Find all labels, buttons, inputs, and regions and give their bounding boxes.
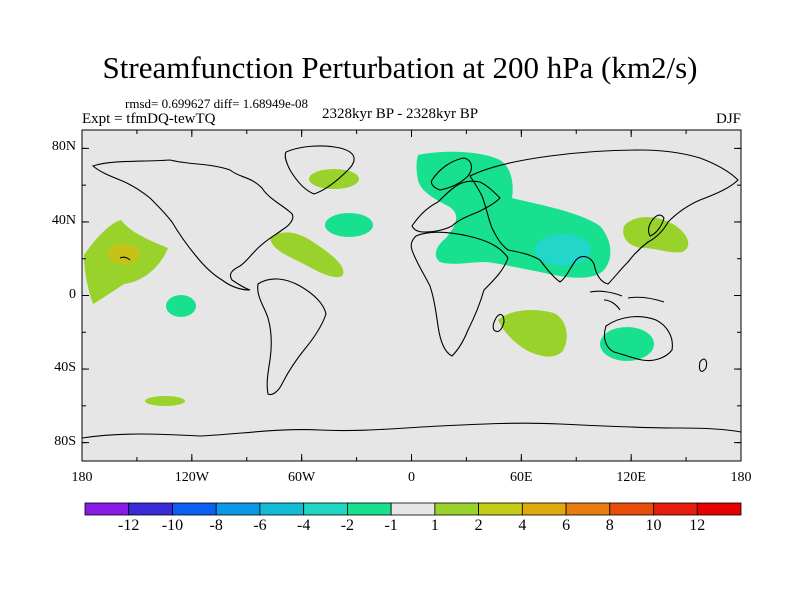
- colorbar-label: -1: [384, 517, 398, 534]
- colorbar-swatch: [259, 502, 305, 516]
- colorbar-swatch: [653, 502, 698, 516]
- region-south-asia-core: [535, 234, 591, 266]
- colorbar-label: -4: [296, 517, 311, 534]
- lat-tick-label: 40N: [51, 212, 76, 228]
- colorbar-swatch: [478, 502, 523, 516]
- lat-tick-label: 80S: [54, 433, 76, 449]
- region-west-atlantic-high: [270, 232, 344, 278]
- period-label: 2328kyr BP - 2328kyr BP: [322, 106, 479, 122]
- lon-tick-label: 0: [408, 470, 415, 485]
- lon-tick-label: 180: [71, 470, 93, 485]
- colorbar-swatch: [128, 502, 173, 516]
- lon-tick-label: 120W: [174, 470, 209, 485]
- map-background: [82, 130, 741, 461]
- lon-tick-label: 180: [730, 470, 752, 485]
- colorbar-label: 1: [430, 517, 439, 534]
- contour-fills: [84, 151, 689, 406]
- colorbar-label: -8: [209, 517, 223, 534]
- axis-ticks: [81, 130, 742, 461]
- colorbar-swatch: [434, 502, 480, 516]
- colorbar-label: 2: [474, 517, 483, 534]
- region-north-pacific-core: [108, 244, 140, 264]
- lon-tick-label: 60E: [510, 470, 533, 485]
- lon-tick-label: 120E: [616, 470, 646, 485]
- colorbar-swatch: [84, 502, 130, 516]
- colorbar-swatch: [390, 502, 436, 516]
- experiment-label: Expt = tfmDQ-tewTQ: [82, 111, 216, 127]
- colorbar-swatch: [215, 502, 261, 516]
- colorbar-label: 4: [518, 517, 527, 534]
- stats-text: rmsd= 0.699627 diff= 1.68949e-08: [125, 96, 309, 111]
- colorbar-swatch: [696, 502, 742, 516]
- region-greenland-high: [309, 169, 359, 189]
- colorbar-swatch: [521, 502, 567, 516]
- region-japan-high: [623, 217, 689, 253]
- region-australia-low: [600, 327, 654, 361]
- coastlines: [82, 145, 741, 439]
- region-equatorial-pacific-low: [166, 295, 196, 317]
- colorbar-label: -2: [340, 517, 355, 534]
- colorbar-label: -10: [161, 517, 184, 534]
- colorbar-label: -6: [253, 517, 267, 534]
- region-mid-atlantic-low: [325, 213, 373, 237]
- season-label: DJF: [715, 111, 741, 127]
- lat-tick-label: 40S: [54, 360, 76, 376]
- lon-tick-label: 60W: [288, 470, 316, 485]
- colorbar-label: 12: [689, 517, 706, 534]
- colorbar-label: 8: [605, 517, 614, 534]
- lat-tick-label: 0: [69, 286, 76, 302]
- colorbar: [84, 502, 742, 516]
- colorbar-swatch: [303, 502, 348, 516]
- colorbar-label: -12: [118, 517, 140, 534]
- colorbar-swatch: [565, 502, 611, 516]
- colorbar-swatch: [346, 502, 392, 516]
- region-south-pacific-high: [145, 396, 185, 406]
- lat-tick-label: 80N: [51, 139, 76, 155]
- colorbar-label: 6: [562, 517, 571, 534]
- colorbar-swatch: [609, 502, 654, 516]
- colorbar-swatch: [172, 502, 217, 516]
- colorbar-label: 10: [645, 517, 662, 534]
- region-south-indian-high: [498, 310, 567, 357]
- plot-title: Streamfunction Perturbation at 200 hPa (…: [102, 50, 698, 85]
